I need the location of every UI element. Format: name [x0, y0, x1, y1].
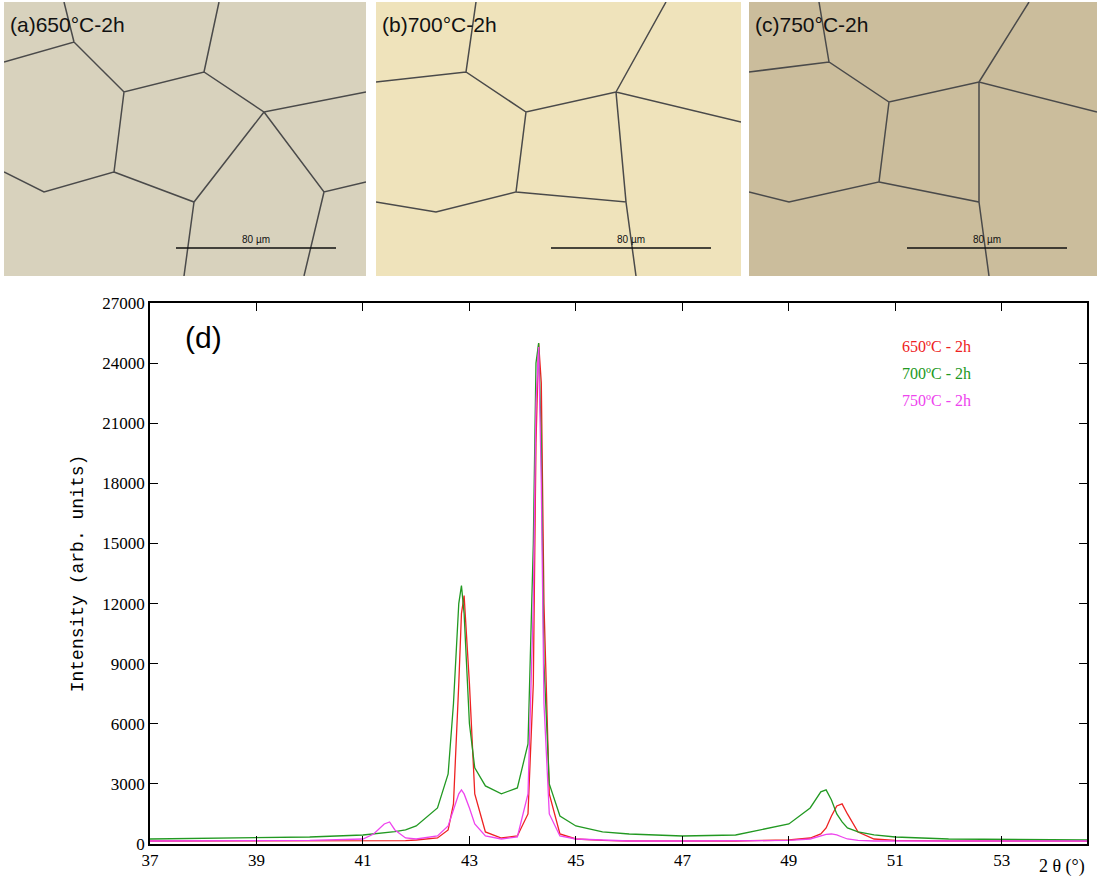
svg-text:15000: 15000	[102, 534, 145, 553]
svg-text:45: 45	[567, 851, 584, 870]
svg-text:24000: 24000	[102, 354, 145, 373]
svg-text:51: 51	[887, 851, 904, 870]
svg-text:(a)650°C-2h: (a)650°C-2h	[10, 13, 125, 36]
svg-text:80 µm: 80 µm	[242, 234, 270, 245]
svg-text:9000: 9000	[111, 655, 145, 674]
svg-text:49: 49	[780, 851, 797, 870]
svg-text:80 µm: 80 µm	[617, 234, 645, 245]
svg-text:41: 41	[354, 851, 371, 870]
svg-text:0: 0	[136, 835, 145, 854]
svg-text:80 µm: 80 µm	[973, 234, 1001, 245]
svg-text:21000: 21000	[102, 414, 145, 433]
svg-text:39: 39	[248, 851, 265, 870]
svg-text:53: 53	[993, 851, 1010, 870]
svg-text:Intensity (arb. units): Intensity (arb. units)	[68, 455, 88, 693]
svg-text:(b)700°C-2h: (b)700°C-2h	[382, 13, 497, 36]
svg-text:18000: 18000	[102, 474, 145, 493]
svg-text:37: 37	[142, 851, 160, 870]
svg-text:3000: 3000	[111, 775, 145, 794]
svg-text:750ºC - 2h: 750ºC - 2h	[902, 392, 971, 409]
svg-text:650ºC - 2h: 650ºC - 2h	[902, 338, 971, 355]
svg-text:27000: 27000	[102, 294, 145, 313]
svg-text:12000: 12000	[102, 595, 145, 614]
svg-text:6000: 6000	[111, 715, 145, 734]
svg-text:43: 43	[461, 851, 478, 870]
svg-text:2 θ (°): 2 θ (°)	[1039, 856, 1085, 877]
svg-text:700ºC - 2h: 700ºC - 2h	[902, 365, 971, 382]
svg-text:(d): (d)	[185, 321, 222, 354]
svg-text:(c)750°C-2h: (c)750°C-2h	[755, 13, 868, 36]
svg-text:47: 47	[674, 851, 692, 870]
